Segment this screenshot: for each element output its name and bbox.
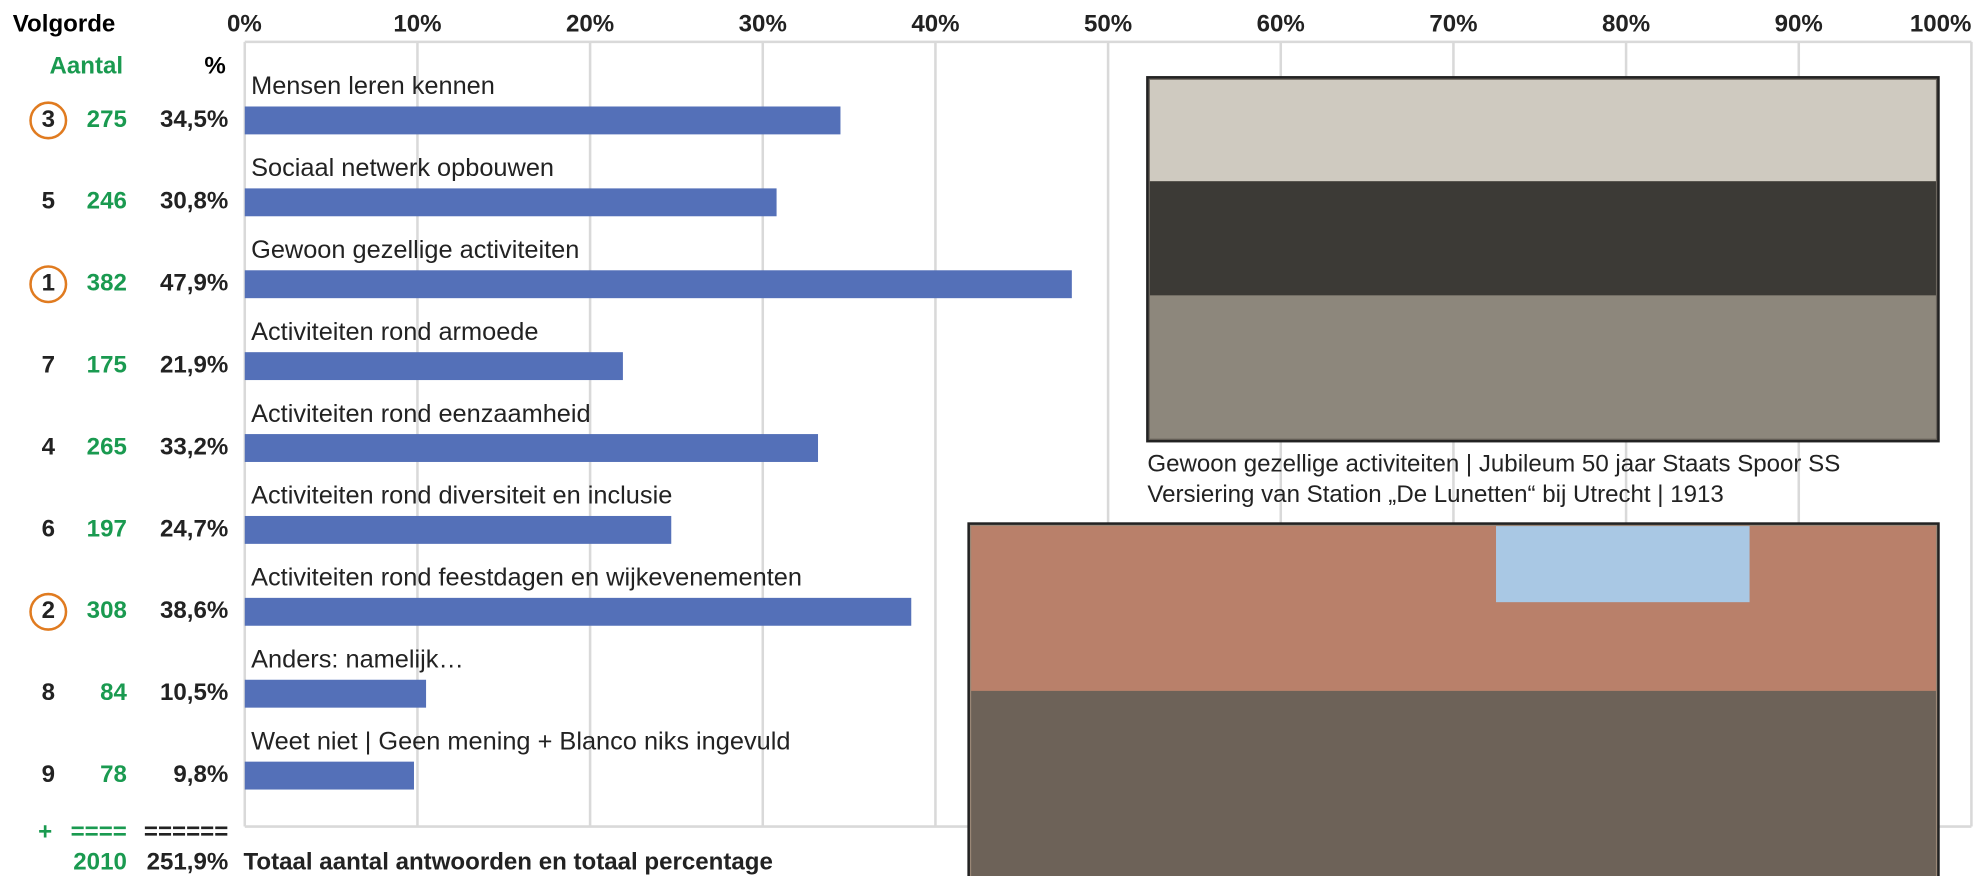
rank: 1 bbox=[42, 270, 55, 297]
value-label: 38,6% bbox=[160, 597, 228, 624]
rank: 3 bbox=[42, 106, 55, 133]
count: 84 bbox=[100, 679, 127, 706]
bar bbox=[244, 515, 672, 544]
x-tick-label: 60% bbox=[1257, 11, 1305, 38]
bar bbox=[244, 597, 912, 626]
x-tick-label: 10% bbox=[393, 11, 441, 38]
footer: + ==== ======2010 251,9% Totaal aantal antwo… bbox=[38, 818, 773, 875]
rank-highlight bbox=[29, 592, 68, 631]
total-percent: 251,9% bbox=[147, 849, 229, 876]
photo bbox=[1146, 76, 1940, 443]
value-label: 34,5% bbox=[160, 106, 228, 133]
rank: 4 bbox=[42, 433, 56, 460]
count: 246 bbox=[87, 188, 127, 215]
x-tick-label: 100% bbox=[1910, 11, 1972, 38]
value-label: 47,9% bbox=[160, 270, 228, 297]
value-label: 10,5% bbox=[160, 679, 228, 706]
count: 265 bbox=[87, 433, 127, 460]
photo-caption: Gewoon gezellige activiteiten | Jubileum… bbox=[1147, 451, 1840, 478]
count-header: Aantal bbox=[50, 53, 124, 80]
bar bbox=[244, 270, 1072, 299]
photo-building bbox=[1149, 181, 1936, 296]
x-tick-label: 50% bbox=[1084, 11, 1132, 38]
rank: 5 bbox=[42, 188, 55, 215]
value-label: 9,8% bbox=[173, 761, 228, 788]
category-label: Activiteiten rond diversiteit en inclusi… bbox=[251, 482, 672, 510]
rank-highlight bbox=[29, 265, 68, 304]
bar bbox=[244, 106, 841, 135]
category-label: Sociaal netwerk opbouwen bbox=[251, 154, 554, 182]
category-label: Activiteiten rond armoede bbox=[251, 318, 538, 346]
total-label: Totaal aantal antwoorden en totaal perce… bbox=[244, 849, 773, 876]
bar bbox=[244, 352, 623, 381]
bar bbox=[244, 188, 777, 217]
value-label: 33,2% bbox=[160, 433, 228, 460]
separator: ====== bbox=[144, 818, 228, 845]
total-count: 2010 bbox=[73, 849, 127, 876]
count: 78 bbox=[100, 761, 127, 788]
rank: 6 bbox=[42, 515, 55, 542]
percent-header: % bbox=[204, 53, 225, 80]
count: 275 bbox=[87, 106, 127, 133]
rank-header: Volgorde bbox=[13, 11, 116, 38]
count: 308 bbox=[87, 597, 127, 624]
rank: 2 bbox=[42, 597, 55, 624]
x-tick-label: 40% bbox=[911, 11, 959, 38]
photo-crowd bbox=[971, 690, 1936, 876]
value-label: 24,7% bbox=[160, 515, 228, 542]
x-tick-label: 20% bbox=[566, 11, 614, 38]
photo-sky bbox=[1496, 526, 1750, 603]
x-tick-label: 70% bbox=[1429, 11, 1477, 38]
count: 197 bbox=[87, 515, 127, 542]
category-label: Anders: namelijk… bbox=[251, 645, 464, 673]
bar bbox=[244, 434, 819, 462]
count: 175 bbox=[87, 351, 127, 378]
photo-buildings bbox=[971, 526, 1936, 691]
bar bbox=[244, 761, 414, 790]
category-label: Mensen leren kennen bbox=[251, 72, 495, 100]
category-label: Activiteiten rond eenzaamheid bbox=[251, 400, 591, 428]
rank: 7 bbox=[42, 351, 55, 378]
category-label: Activiteiten rond feestdagen en wijkeven… bbox=[251, 564, 802, 592]
photo-sky bbox=[1149, 79, 1936, 182]
category-label: Weet niet | Geen mening + Blanco niks in… bbox=[251, 727, 790, 755]
rank-highlight bbox=[29, 101, 68, 140]
photo-ground bbox=[1149, 295, 1936, 439]
photo-caption: Versiering van Station „De Lunetten“ bij… bbox=[1147, 481, 1723, 508]
value-label: 21,9% bbox=[160, 351, 228, 378]
separator: + bbox=[38, 818, 52, 845]
value-label: 30,8% bbox=[160, 188, 228, 215]
photo bbox=[967, 522, 1940, 876]
x-tick-label: 30% bbox=[739, 11, 787, 38]
x-tick-label: 0% bbox=[227, 11, 262, 38]
count: 382 bbox=[87, 270, 127, 297]
rank: 8 bbox=[42, 679, 55, 706]
category-label: Gewoon gezellige activiteiten bbox=[251, 236, 579, 264]
rank: 9 bbox=[42, 761, 55, 788]
x-tick-label: 90% bbox=[1775, 11, 1823, 38]
x-tick-label: 80% bbox=[1602, 11, 1650, 38]
bar bbox=[244, 679, 427, 708]
separator: ==== bbox=[71, 818, 127, 845]
